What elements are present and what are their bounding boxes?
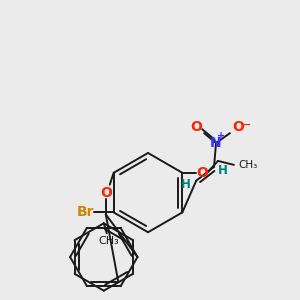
Text: O: O	[190, 120, 202, 134]
Text: H: H	[182, 178, 191, 191]
Text: O: O	[196, 166, 208, 180]
Text: N: N	[210, 136, 222, 150]
Text: +: +	[217, 131, 225, 141]
Text: O: O	[100, 186, 112, 200]
Text: H: H	[218, 164, 228, 177]
Text: Br: Br	[77, 206, 95, 219]
Text: O: O	[232, 120, 244, 134]
Text: −: −	[241, 119, 251, 132]
Text: CH₃: CH₃	[239, 160, 258, 170]
Text: CH₃: CH₃	[98, 236, 119, 246]
